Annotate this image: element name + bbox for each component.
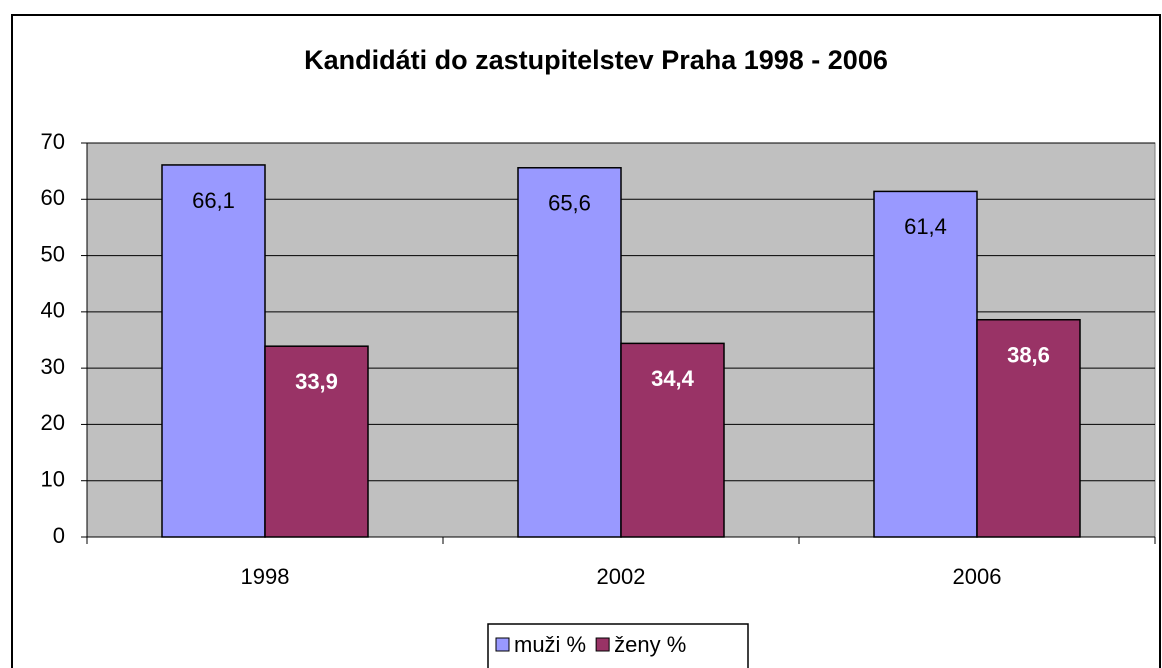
y-tick-label: 70 — [41, 129, 65, 154]
y-tick-label: 30 — [41, 354, 65, 379]
bar — [873, 190, 978, 538]
bar — [161, 164, 266, 538]
data-label: 61,4 — [904, 214, 947, 239]
y-tick-label: 0 — [53, 523, 65, 548]
legend-label: muži % — [514, 632, 586, 657]
x-tick-label: 2006 — [953, 564, 1002, 589]
y-tick-label: 20 — [41, 410, 65, 435]
bar — [264, 345, 369, 538]
y-tick-label: 50 — [41, 241, 65, 266]
x-tick-label: 1998 — [241, 564, 290, 589]
data-label: 65,6 — [548, 191, 591, 216]
legend-box — [487, 623, 749, 668]
chart-title: Kandidáti do zastupitelstev Praha 1998 -… — [304, 45, 888, 75]
data-label: 66,1 — [192, 188, 235, 213]
y-tick-label: 60 — [41, 185, 65, 210]
legend-label: ženy % — [614, 632, 686, 657]
data-label: 34,4 — [651, 366, 695, 391]
x-tick-label: 2002 — [597, 564, 646, 589]
y-tick-label: 10 — [41, 467, 65, 492]
data-label: 33,9 — [295, 369, 338, 394]
legend-swatch — [495, 637, 510, 652]
y-tick-label: 40 — [41, 298, 65, 323]
bar — [620, 342, 725, 538]
bar — [517, 167, 622, 538]
legend-swatch — [595, 637, 610, 652]
data-label: 38,6 — [1007, 343, 1050, 368]
bar — [976, 318, 1081, 538]
